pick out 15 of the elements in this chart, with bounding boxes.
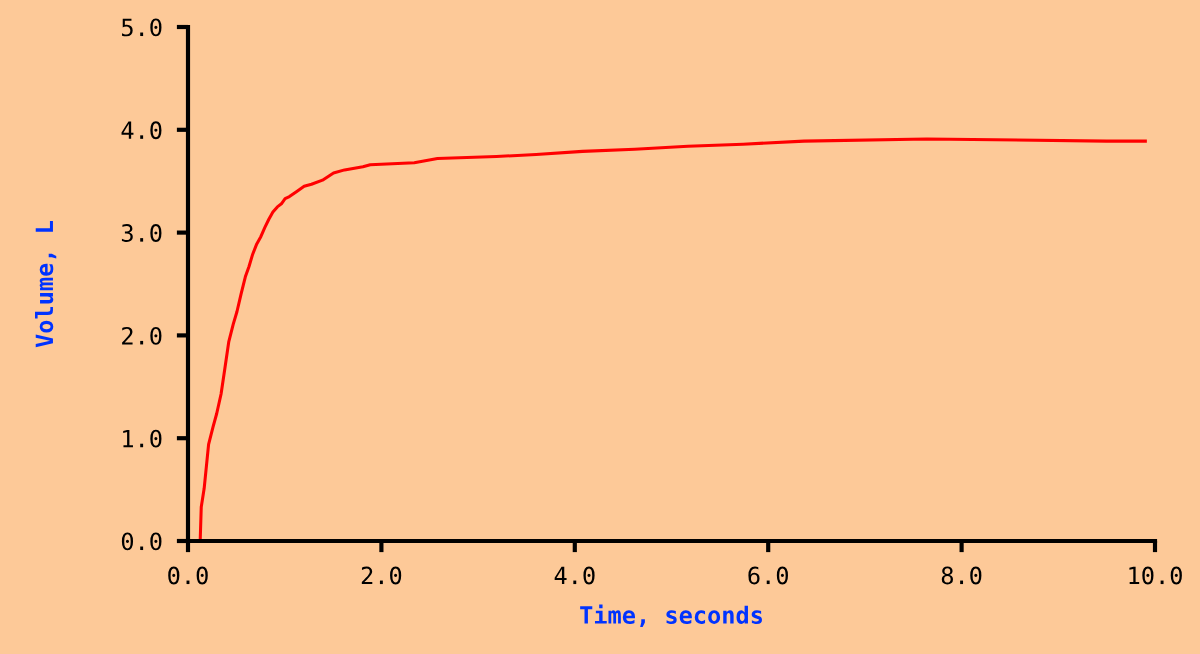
x-tick-label: 8.0 <box>941 566 982 585</box>
x-tick-label: 0.0 <box>168 566 208 585</box>
x-tick-label: 2.0 <box>361 566 402 585</box>
x-tick-label: 10.0 <box>1129 566 1182 585</box>
y-tick-label: 4.0 <box>121 121 162 140</box>
y-tick-label: 0.0 <box>121 532 162 551</box>
y-tick-label: 2.0 <box>122 326 162 345</box>
x-tick-label: 6.0 <box>748 566 788 585</box>
x-axis-title: Time, seconds <box>580 604 762 627</box>
y-tick-label: 5.0 <box>122 18 162 37</box>
x-tick-label: 4.0 <box>554 566 595 585</box>
line-series <box>198 137 1147 541</box>
y-tick-label: 3.0 <box>121 224 162 242</box>
y-tick-label: 1.0 <box>123 429 162 448</box>
y-axis-title: Volume, L <box>35 220 57 348</box>
